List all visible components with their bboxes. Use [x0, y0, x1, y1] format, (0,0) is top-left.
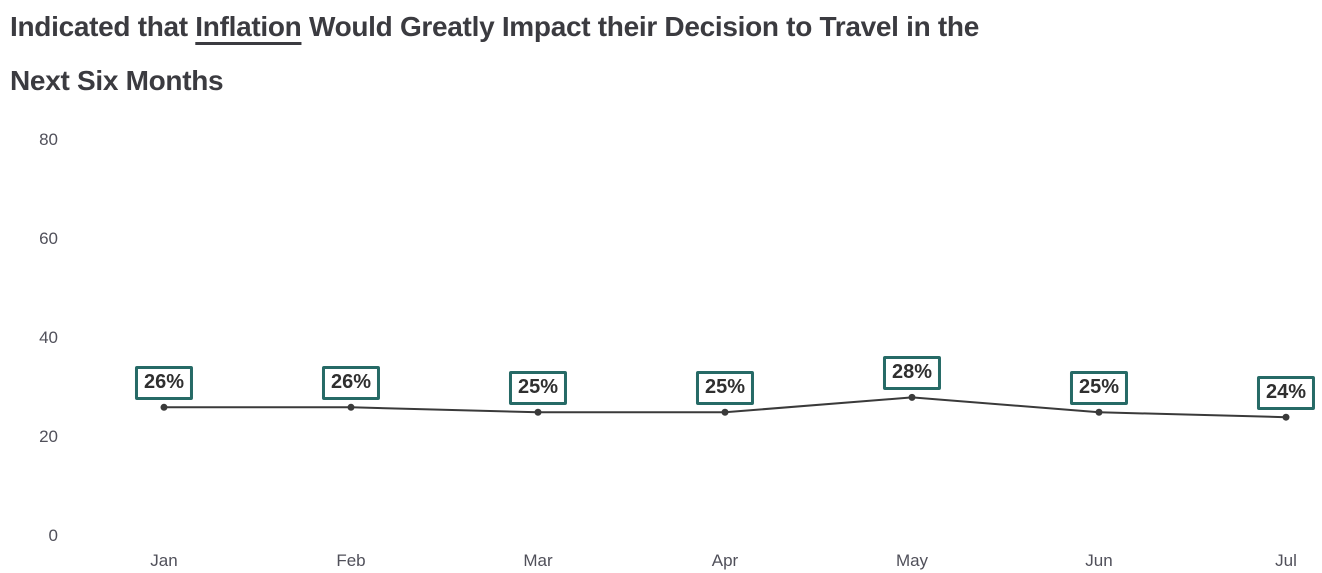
y-axis-tick: 80 [39, 130, 58, 149]
data-label: 26% [134, 366, 194, 401]
data-label: 25% [508, 371, 568, 406]
title-underlined-word: Inflation [195, 11, 302, 42]
data-point-marker [1095, 408, 1103, 416]
y-axis-tick: 20 [39, 427, 58, 446]
x-axis-label: Mar [523, 551, 553, 570]
data-label: 24% [1256, 376, 1316, 411]
data-label: 28% [882, 356, 942, 391]
title-suffix: Would Greatly Impact their Decision to T… [301, 11, 979, 42]
chart-title: Indicated that Inflation Would Greatly I… [10, 0, 1310, 108]
x-axis-label: Jan [150, 551, 178, 570]
data-point-marker [347, 403, 355, 411]
y-axis-tick: 40 [39, 328, 58, 347]
data-label: 26% [321, 366, 381, 401]
y-axis-tick: 0 [48, 526, 58, 545]
x-axis-label: May [895, 551, 929, 570]
x-axis-label: Feb [336, 551, 366, 570]
data-point-marker [1282, 413, 1290, 421]
data-point-marker [721, 408, 729, 416]
y-axis-tick: 60 [39, 229, 58, 248]
data-point-marker [160, 403, 168, 411]
x-axis-label: Apr [711, 551, 739, 570]
data-point-marker [908, 393, 916, 401]
data-label: 25% [1069, 371, 1129, 406]
title-line2: Next Six Months [10, 65, 224, 96]
data-label: 25% [695, 371, 755, 406]
x-axis-label: Jul [1275, 551, 1297, 570]
title-prefix: Indicated that [10, 11, 196, 42]
data-point-marker [534, 408, 542, 416]
x-axis-label: Jun [1085, 551, 1113, 570]
